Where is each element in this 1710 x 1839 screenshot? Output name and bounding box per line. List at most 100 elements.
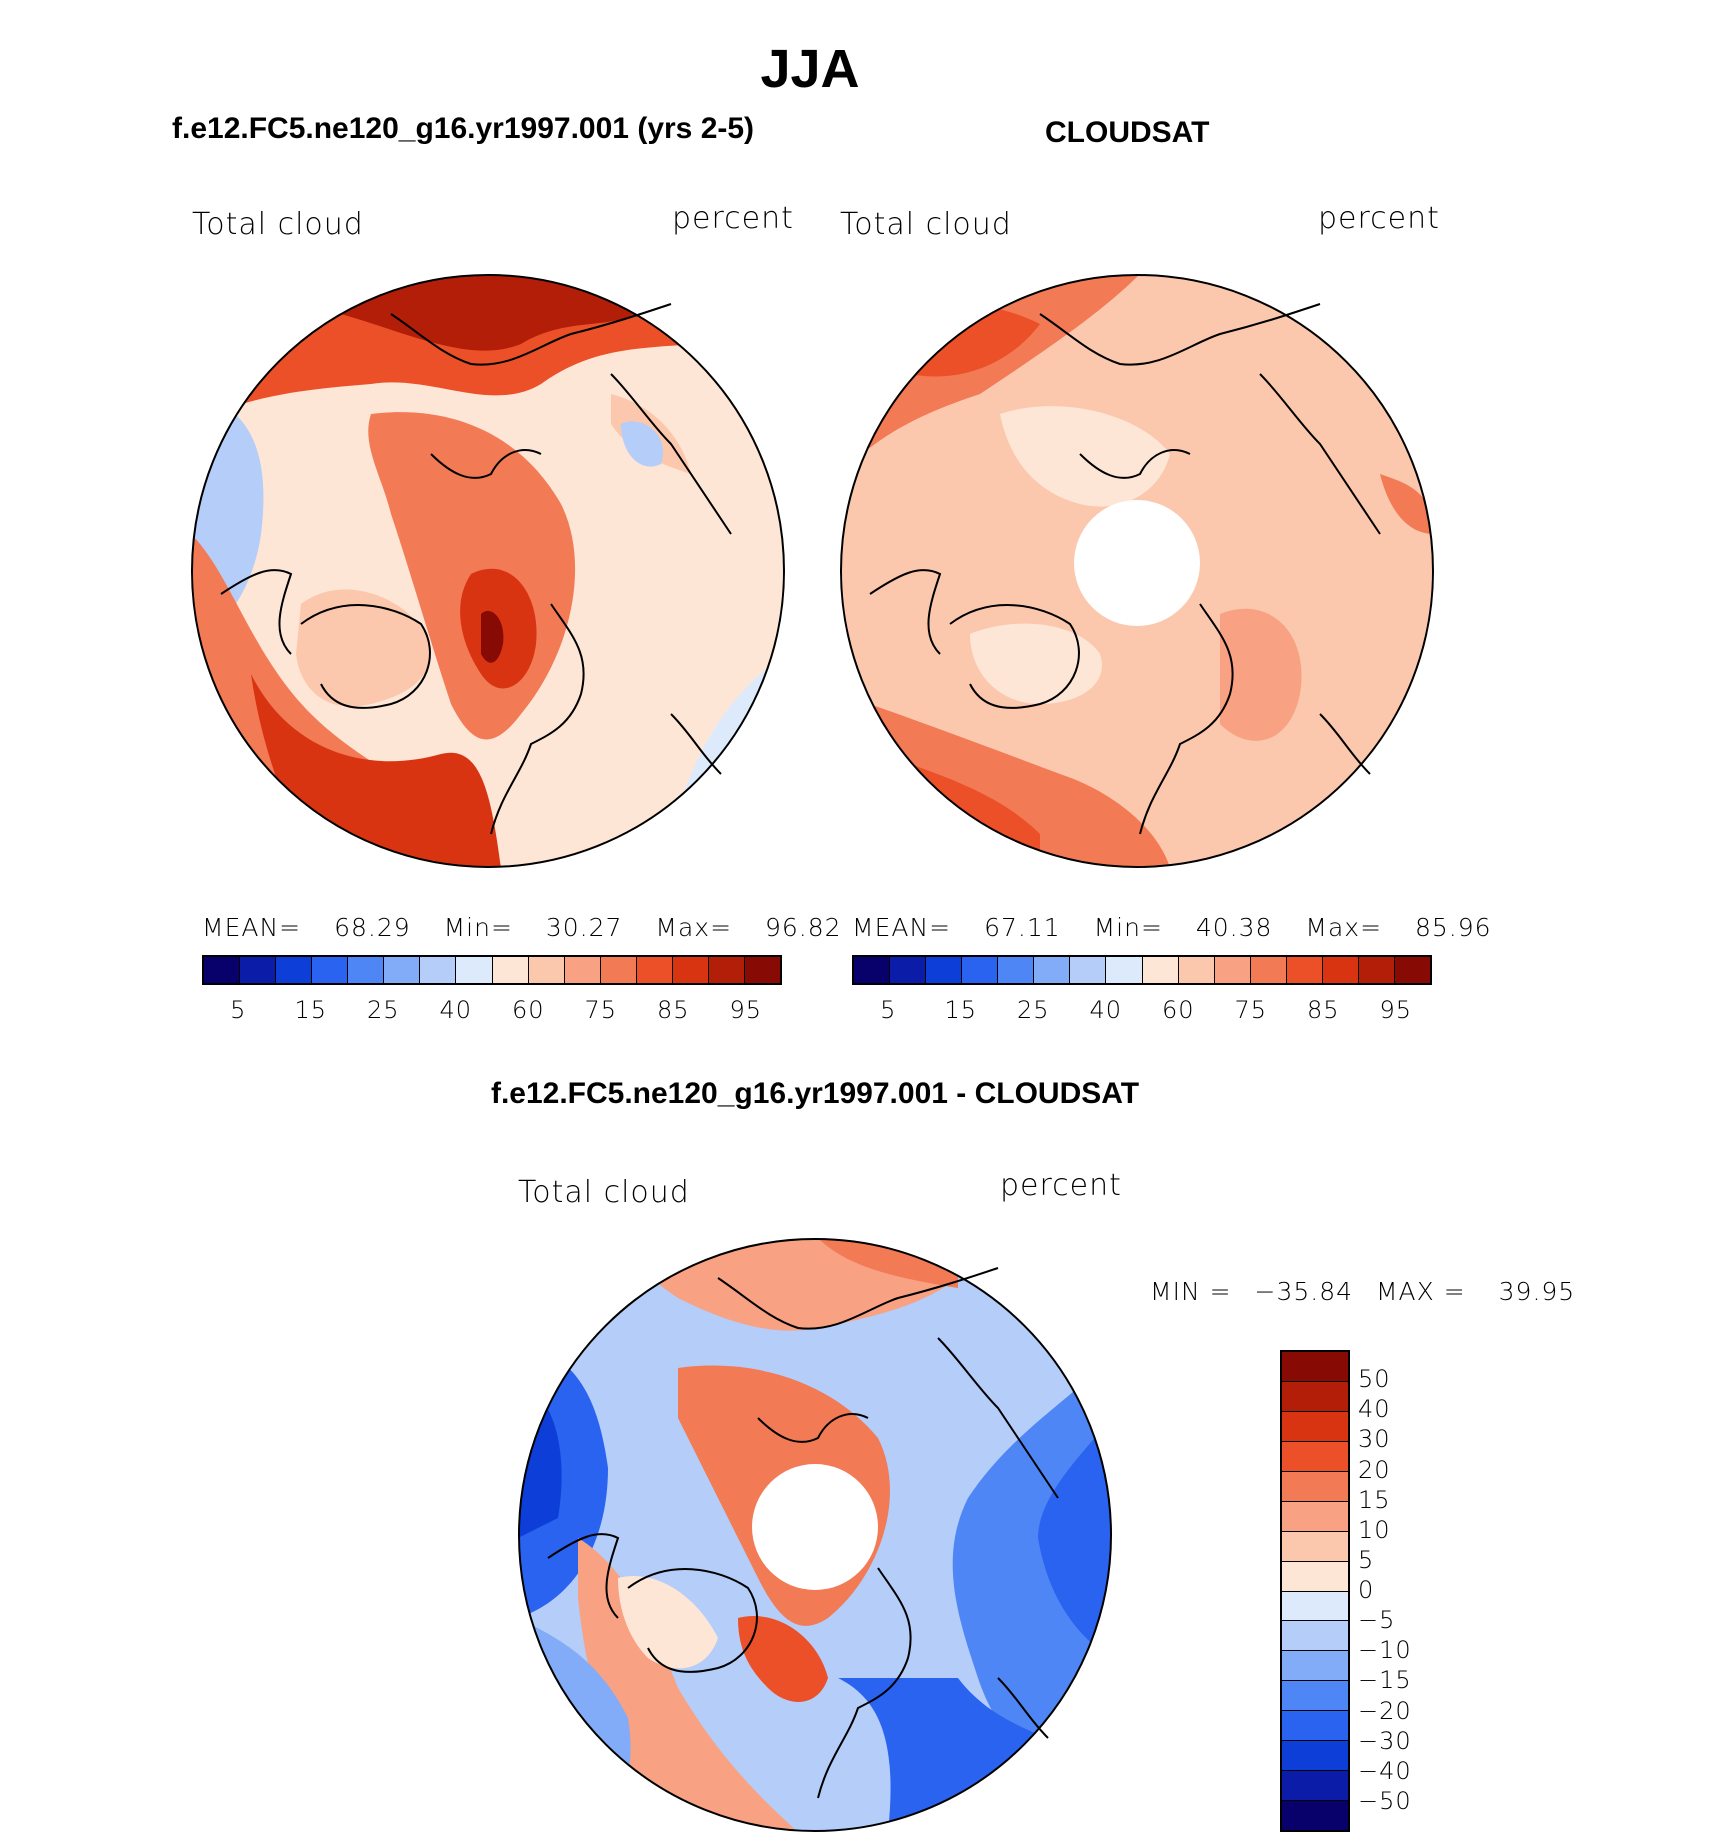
obs-colorbar-tick: 5 bbox=[880, 996, 897, 1024]
difference-colorbar-swatch bbox=[1282, 1741, 1348, 1772]
difference-units-label: percent bbox=[1000, 1168, 1122, 1203]
obs-colorbar-swatch bbox=[1250, 957, 1287, 983]
difference-colorbar-tick: 20 bbox=[1358, 1455, 1391, 1484]
model-min-value: 30.27 bbox=[545, 913, 623, 942]
difference-min-value: −35.84 bbox=[1254, 1277, 1354, 1306]
difference-colorbar-swatch bbox=[1282, 1621, 1348, 1652]
model-polar-map bbox=[191, 274, 785, 868]
difference-colorbar-swatch bbox=[1282, 1501, 1348, 1532]
obs-colorbar-swatch bbox=[1034, 957, 1071, 983]
obs-colorbar-swatch bbox=[1106, 957, 1143, 983]
difference-colorbar-tick: −15 bbox=[1358, 1666, 1412, 1695]
model-colorbar-tick: 60 bbox=[511, 996, 545, 1024]
difference-colorbar-tick: 40 bbox=[1358, 1395, 1391, 1424]
obs-variable-label: Total cloud bbox=[840, 207, 1012, 242]
model-colorbar-tick: 40 bbox=[439, 996, 473, 1024]
model-colorbar-swatch bbox=[672, 957, 709, 983]
model-colorbar-tick: 25 bbox=[366, 996, 400, 1024]
difference-colorbar-swatch bbox=[1282, 1681, 1348, 1712]
model-colorbar bbox=[202, 955, 782, 985]
model-colorbar-swatch bbox=[528, 957, 565, 983]
obs-polar-map bbox=[840, 274, 1434, 868]
difference-max-label: MAX = bbox=[1375, 1277, 1466, 1306]
difference-colorbar bbox=[1280, 1350, 1350, 1832]
obs-colorbar-swatch bbox=[854, 957, 891, 983]
obs-colorbar-swatch bbox=[1070, 957, 1107, 983]
difference-colorbar-swatch bbox=[1282, 1591, 1348, 1622]
model-colorbar-swatch bbox=[636, 957, 673, 983]
difference-colorbar-tick: 5 bbox=[1358, 1545, 1375, 1574]
obs-colorbar bbox=[852, 955, 1432, 985]
difference-colorbar-swatch bbox=[1282, 1411, 1348, 1442]
obs-min-label: Min= bbox=[1093, 913, 1163, 942]
difference-colorbar-tick: −40 bbox=[1358, 1756, 1412, 1785]
model-colorbar-swatch bbox=[744, 957, 780, 983]
difference-colorbar-swatch bbox=[1282, 1771, 1348, 1802]
obs-colorbar-swatch bbox=[1358, 957, 1395, 983]
model-colorbar-tick: 15 bbox=[294, 996, 328, 1024]
difference-colorbar-swatch bbox=[1282, 1381, 1348, 1412]
difference-colorbar-tick: 0 bbox=[1358, 1576, 1375, 1604]
obs-colorbar-swatch bbox=[1178, 957, 1215, 983]
difference-colorbar-tick: 50 bbox=[1358, 1365, 1391, 1394]
model-colorbar-swatch bbox=[708, 957, 745, 983]
difference-colorbar-tick: 15 bbox=[1358, 1485, 1391, 1514]
model-colorbar-swatch bbox=[312, 957, 349, 983]
difference-variable-label: Total cloud bbox=[518, 1175, 690, 1210]
difference-title: f.e12.FC5.ne120_g16.yr1997.001 - CLOUDSA… bbox=[490, 1077, 1140, 1110]
difference-min-label: MIN = bbox=[1150, 1277, 1232, 1306]
model-colorbar-swatch bbox=[204, 957, 241, 983]
obs-colorbar-tick: 60 bbox=[1161, 996, 1195, 1024]
difference-colorbar-swatch bbox=[1282, 1441, 1348, 1472]
difference-stats: MIN = −35.84 MAX = 39.95 bbox=[1150, 1277, 1575, 1306]
difference-colorbar-tick: −5 bbox=[1358, 1606, 1396, 1635]
obs-colorbar-swatch bbox=[926, 957, 963, 983]
difference-polar-map bbox=[518, 1238, 1112, 1832]
model-colorbar-swatch bbox=[240, 957, 277, 983]
model-colorbar-swatch bbox=[384, 957, 421, 983]
difference-colorbar-tick: −20 bbox=[1358, 1696, 1412, 1725]
model-colorbar-swatch bbox=[348, 957, 385, 983]
difference-colorbar-swatch bbox=[1282, 1561, 1348, 1592]
model-colorbar-tick: 75 bbox=[584, 996, 618, 1024]
difference-colorbar-swatch bbox=[1282, 1651, 1348, 1682]
obs-max-value: 85.96 bbox=[1415, 913, 1492, 942]
obs-colorbar-swatch bbox=[1214, 957, 1251, 983]
model-colorbar-swatch bbox=[564, 957, 601, 983]
obs-stats: MEAN= 67.11 Min= 40.38 Max= 85.96 bbox=[852, 913, 1492, 942]
model-panel-title: f.e12.FC5.ne120_g16.yr1997.001 (yrs 2-5) bbox=[172, 112, 755, 145]
obs-min-value: 40.38 bbox=[1195, 913, 1273, 942]
obs-colorbar-swatch bbox=[1142, 957, 1179, 983]
obs-mean-value: 67.11 bbox=[984, 913, 1061, 942]
model-colorbar-swatch bbox=[276, 957, 313, 983]
difference-colorbar-swatch bbox=[1282, 1531, 1348, 1562]
difference-colorbar-swatch bbox=[1282, 1801, 1348, 1830]
difference-colorbar-tick: −10 bbox=[1358, 1636, 1412, 1665]
difference-colorbar-swatch bbox=[1282, 1352, 1348, 1382]
obs-colorbar-swatch bbox=[1394, 957, 1430, 983]
obs-colorbar-swatch bbox=[962, 957, 999, 983]
model-colorbar-swatch bbox=[600, 957, 637, 983]
obs-panel-title: CLOUDSAT bbox=[1045, 116, 1210, 149]
difference-colorbar-tick: 30 bbox=[1358, 1425, 1391, 1454]
model-colorbar-swatch bbox=[492, 957, 529, 983]
model-mean-value: 68.29 bbox=[334, 913, 411, 942]
model-units-label: percent bbox=[672, 201, 794, 236]
obs-colorbar-swatch bbox=[890, 957, 927, 983]
obs-colorbar-tick: 85 bbox=[1306, 996, 1340, 1024]
obs-colorbar-tick: 75 bbox=[1234, 996, 1268, 1024]
difference-colorbar-tick: −30 bbox=[1358, 1726, 1412, 1755]
model-colorbar-swatch bbox=[456, 957, 493, 983]
difference-colorbar-swatch bbox=[1282, 1471, 1348, 1502]
model-colorbar-swatch bbox=[420, 957, 457, 983]
model-max-value: 96.82 bbox=[765, 913, 842, 942]
obs-units-label: percent bbox=[1318, 201, 1440, 236]
difference-colorbar-tick: 10 bbox=[1358, 1515, 1391, 1544]
obs-colorbar-swatch bbox=[1286, 957, 1323, 983]
model-max-label: Max= bbox=[655, 913, 733, 942]
obs-colorbar-swatch bbox=[998, 957, 1035, 983]
model-colorbar-tick: 95 bbox=[729, 996, 763, 1024]
obs-colorbar-tick: 15 bbox=[944, 996, 978, 1024]
model-colorbar-tick: 5 bbox=[230, 996, 247, 1024]
model-stats: MEAN= 68.29 Min= 30.27 Max= 96.82 bbox=[202, 913, 842, 942]
